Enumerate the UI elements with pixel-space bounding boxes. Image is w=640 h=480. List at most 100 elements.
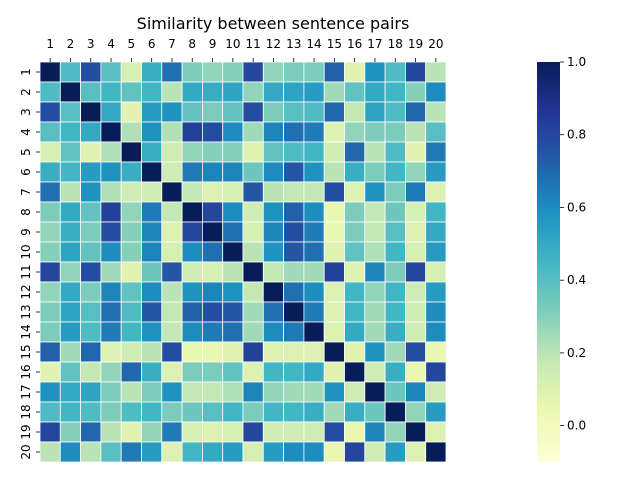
x-tick-label: 6 [148,37,156,51]
colorbar-gradient [537,62,560,462]
heatmap-cell [80,321,102,343]
heatmap-cell [201,101,224,123]
heatmap-cell [344,201,366,223]
heatmap-cell [242,361,264,383]
heatmap-cell [425,181,447,203]
heatmap-cell [39,441,61,463]
heatmap-cell [222,81,244,103]
heatmap-cell [262,341,284,363]
heatmap-cell [262,361,284,383]
heatmap-cell [242,181,264,203]
heatmap-cell [39,301,61,323]
heatmap-cell [364,421,386,443]
heatmap-cell [141,261,163,283]
heatmap-cell [344,161,366,183]
heatmap-cell [39,341,61,363]
heatmap-cell [181,381,203,403]
heatmap-cell [384,241,406,263]
heatmap-cell [222,61,244,83]
x-axis-ticks: 1 2 3 4 5 6 7 8 9 10 11 12 13 14 15 16 17 18 19 20 [46,37,443,62]
heatmap-cell [161,241,183,263]
x-tick-label: 16 [347,37,362,51]
heatmap-cell [262,81,284,103]
heatmap-cell [222,301,244,323]
heatmap-cell [262,261,284,283]
heatmap-cell [222,261,244,283]
heatmap-cell [283,81,305,103]
heatmap-cell [283,201,305,223]
x-tick-label: 20 [428,37,443,51]
heatmap-cell [323,81,345,103]
heatmap-cell [222,401,244,423]
heatmap-cell [323,261,345,283]
heatmap-cell [323,321,345,343]
heatmap-cell [303,281,325,303]
heatmap-cell [181,421,203,443]
heatmap-cell [425,121,447,143]
heatmap-cell [404,161,427,183]
heatmap-cell [364,121,386,143]
heatmap-cell [425,421,447,443]
heatmap-cell [120,141,142,163]
heatmap-cell [222,341,244,363]
heatmap-cell [222,381,244,403]
heatmap-cell [425,401,447,423]
heatmap-cell [344,421,366,443]
heatmap-cell [39,61,61,83]
heatmap-cell [404,101,427,123]
heatmap-cell [323,341,345,363]
heatmap-cell [384,381,406,403]
x-tick-label: 11 [246,37,261,51]
heatmap-cell [100,281,122,303]
heatmap-cell [181,321,203,343]
heatmap-cell [384,181,406,203]
heatmap-cell [425,61,447,83]
heatmap-cell [364,201,386,223]
heatmap-cell [161,141,183,163]
heatmap-cell [201,301,224,323]
heatmap-cell [344,321,366,343]
heatmap-cell [425,441,447,463]
heatmap-cell [100,101,122,123]
heatmap-cell [39,401,61,423]
heatmap-cell [222,241,244,263]
heatmap-cell [59,281,81,303]
heatmap-cell [242,81,264,103]
heatmap-cell [100,261,122,283]
heatmap-cell [161,121,183,143]
colorbar-tick-label: 0.2 [567,346,586,360]
heatmap-cell [262,221,284,243]
heatmap-cell [201,341,224,363]
heatmap-cell [120,321,142,343]
heatmap-cell [141,241,163,263]
heatmap-cell [323,361,345,383]
heatmap-cell [161,401,183,423]
heatmap-cell [404,441,427,463]
heatmap-cell [181,361,203,383]
heatmap-cell [283,361,305,383]
heatmap-cell [161,361,183,383]
heatmap-cell [100,201,122,223]
heatmap-cell [201,381,224,403]
heatmap-cell [242,261,264,283]
heatmap-cell [364,61,386,83]
heatmap-cell [404,201,427,223]
heatmap-cell [120,401,142,423]
heatmap-cell [242,221,264,243]
heatmap-cell [181,441,203,463]
heatmap-cell [39,141,61,163]
heatmap-cell [283,61,305,83]
heatmap-cell [404,361,427,383]
heatmap-cell [364,181,386,203]
heatmap-cell [242,161,264,183]
heatmap-cell [201,121,224,143]
heatmap-cell [283,261,305,283]
heatmap-cell [364,381,386,403]
heatmap-cell [344,261,366,283]
heatmap-cell [222,161,244,183]
heatmap-cell [262,381,284,403]
chart-title: Similarity between sentence pairs [137,14,410,33]
colorbar-tick-label: 0.8 [567,128,586,142]
heatmap-cell [323,441,345,463]
